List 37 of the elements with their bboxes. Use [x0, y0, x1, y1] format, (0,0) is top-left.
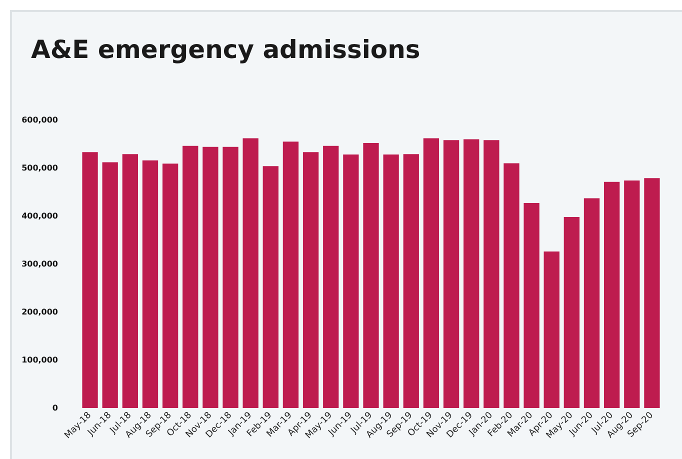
bar: [182, 146, 198, 408]
bar: [584, 198, 600, 408]
bar: [464, 139, 480, 408]
bar: [383, 154, 399, 408]
y-tick-label: 200,000: [22, 308, 58, 316]
bar: [644, 178, 660, 408]
bar: [403, 154, 419, 408]
y-tick-label: 400,000: [22, 212, 58, 220]
bar: [82, 152, 98, 408]
bar: [544, 252, 560, 408]
bar: [484, 140, 500, 408]
bar: [564, 216, 580, 408]
bar: [122, 154, 138, 408]
y-tick-label: 100,000: [22, 356, 58, 364]
bar: [302, 152, 319, 408]
y-tick-label: 300,000: [22, 260, 58, 268]
bar: [242, 138, 258, 408]
y-tick-label: 0: [52, 404, 58, 412]
bar: [323, 146, 339, 408]
y-tick-label: 500,000: [22, 164, 58, 172]
bar: [102, 162, 118, 408]
chart-title: A&E emergency admissions: [31, 35, 420, 64]
bar: [222, 146, 238, 408]
bar: [604, 182, 620, 408]
bar: [524, 203, 540, 408]
bar: [343, 154, 359, 408]
bar: [504, 163, 520, 408]
bar: [142, 160, 158, 408]
bar: [443, 140, 460, 408]
bar: [423, 138, 440, 408]
bar: [624, 180, 640, 408]
bar: [162, 164, 178, 408]
bar: [363, 143, 379, 408]
y-tick-label: 600,000: [22, 116, 58, 124]
bar: [282, 142, 299, 408]
bar: [262, 166, 278, 408]
bar: [202, 146, 218, 408]
